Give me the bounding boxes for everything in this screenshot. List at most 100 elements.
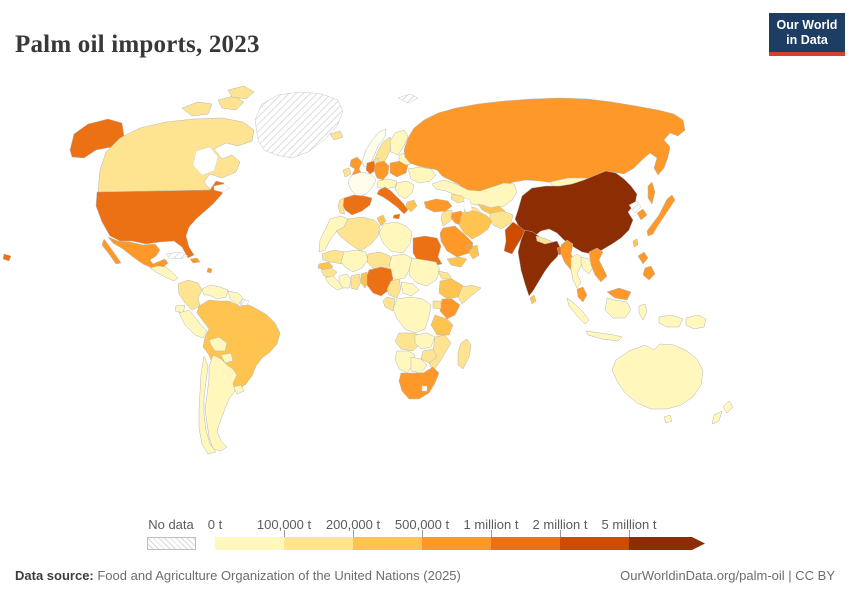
country-malaysia-peninsula[interactable]	[576, 286, 588, 303]
country-uganda[interactable]	[432, 300, 442, 310]
country-philippines-mindanao[interactable]	[642, 265, 656, 281]
country-vietnam[interactable]	[588, 247, 608, 283]
country-ukraine[interactable]	[407, 166, 437, 184]
country-new-zealand-north[interactable]	[722, 400, 734, 414]
legend-no-data-swatch[interactable]	[147, 537, 196, 550]
country-morocco[interactable]	[318, 215, 349, 253]
country-united-states[interactable]	[95, 180, 225, 259]
country-netherlands-belgium[interactable]	[365, 160, 377, 175]
country-thailand[interactable]	[570, 253, 584, 289]
country-portugal[interactable]	[337, 197, 346, 215]
country-iceland[interactable]	[329, 130, 344, 141]
country-canadian-arctic-1[interactable]	[181, 101, 213, 117]
country-spain[interactable]	[341, 194, 373, 216]
country-svalbard[interactable]	[397, 93, 419, 104]
country-egypt[interactable]	[412, 235, 443, 267]
country-australia[interactable]	[611, 343, 704, 410]
country-kenya[interactable]	[439, 298, 461, 320]
country-indonesia-sulawesi[interactable]	[638, 303, 648, 321]
country-germany[interactable]	[373, 160, 390, 181]
country-malaysia-borneo[interactable]	[606, 287, 632, 301]
country-cuba[interactable]	[165, 251, 189, 260]
country-nepal[interactable]	[535, 235, 554, 245]
country-australia-tasmania[interactable]	[663, 414, 673, 424]
country-russia[interactable]	[403, 97, 686, 193]
country-central-america[interactable]	[149, 265, 179, 282]
country-chad[interactable]	[388, 253, 413, 281]
country-france[interactable]	[347, 171, 377, 198]
country-north-korea[interactable]	[628, 200, 642, 214]
country-congo-gabon[interactable]	[382, 296, 396, 312]
country-south-africa[interactable]	[398, 366, 440, 400]
license-link[interactable]: OurWorldinData.org/palm-oil | CC BY	[620, 568, 835, 583]
country-tanzania[interactable]	[430, 314, 454, 336]
country-zambia[interactable]	[414, 332, 436, 350]
country-niger[interactable]	[366, 251, 393, 271]
country-nigeria[interactable]	[366, 266, 394, 297]
country-indonesia-kalimantan[interactable]	[604, 297, 632, 319]
country-angola[interactable]	[394, 332, 422, 352]
country-algeria[interactable]	[335, 216, 381, 252]
country-italy-sicily[interactable]	[392, 213, 401, 220]
country-lesser-antilles[interactable]	[206, 267, 213, 274]
legend-bin-4[interactable]	[491, 537, 560, 550]
country-philippines-luzon[interactable]	[637, 251, 649, 265]
country-canadian-arctic-2[interactable]	[217, 95, 245, 111]
country-eritrea[interactable]	[437, 270, 453, 280]
country-somalia[interactable]	[457, 284, 482, 305]
country-yemen[interactable]	[446, 256, 468, 268]
country-sudan[interactable]	[408, 257, 441, 287]
country-finland[interactable]	[389, 129, 409, 156]
country-balkans[interactable]	[394, 180, 415, 200]
country-central-african-republic[interactable]	[400, 281, 420, 297]
country-guyanas[interactable]	[227, 290, 244, 306]
country-colombia[interactable]	[177, 279, 203, 311]
legend-bin-6[interactable]	[629, 537, 705, 550]
legend-bin-1[interactable]	[284, 537, 353, 550]
country-turkey[interactable]	[423, 198, 453, 213]
country-china[interactable]	[514, 170, 638, 255]
legend-bin-3[interactable]	[422, 537, 491, 550]
country-tunisia[interactable]	[376, 214, 387, 227]
country-sri-lanka[interactable]	[529, 294, 537, 305]
country-drc[interactable]	[392, 296, 432, 334]
country-ghana[interactable]	[350, 273, 362, 291]
country-mali[interactable]	[340, 249, 369, 273]
country-libya[interactable]	[378, 221, 413, 254]
country-zimbabwe[interactable]	[420, 348, 438, 364]
country-mexico-baja[interactable]	[101, 238, 122, 265]
country-uae[interactable]	[466, 244, 474, 250]
country-argentina[interactable]	[204, 354, 238, 452]
country-russia-sakhalin[interactable]	[647, 181, 656, 205]
country-canadian-arctic-3[interactable]	[227, 85, 255, 100]
country-papua-new-guinea[interactable]	[685, 314, 707, 330]
legend-bin-5[interactable]	[560, 537, 629, 550]
country-levant[interactable]	[440, 209, 456, 227]
country-italy[interactable]	[376, 186, 409, 215]
country-taiwan[interactable]	[632, 238, 639, 248]
country-mexico[interactable]	[107, 236, 169, 269]
country-saudi-arabia[interactable]	[439, 225, 474, 258]
country-ireland[interactable]	[342, 167, 352, 178]
country-paraguay[interactable]	[220, 352, 234, 364]
country-hispaniola[interactable]	[189, 257, 201, 264]
country-south-korea[interactable]	[636, 208, 648, 221]
country-namibia[interactable]	[394, 350, 416, 374]
country-indonesia-java[interactable]	[585, 330, 623, 342]
country-chile[interactable]	[198, 355, 217, 455]
legend-bin-0[interactable]	[215, 537, 284, 550]
country-guinea[interactable]	[320, 267, 338, 279]
country-indonesia-sumatra[interactable]	[566, 297, 590, 325]
owid-logo[interactable]: Our World in Data	[769, 13, 845, 56]
country-peru[interactable]	[178, 309, 208, 339]
country-caucasus[interactable]	[450, 193, 467, 204]
country-united-states-hawaii[interactable]	[2, 253, 12, 262]
country-central-europe[interactable]	[376, 178, 398, 190]
country-indonesia-west-papua[interactable]	[658, 314, 684, 328]
country-botswana[interactable]	[410, 356, 428, 374]
legend-bin-2[interactable]	[353, 537, 422, 550]
country-uruguay[interactable]	[232, 384, 245, 395]
country-madagascar[interactable]	[457, 338, 472, 370]
country-greenland[interactable]	[254, 91, 344, 159]
country-bolivia[interactable]	[208, 336, 228, 352]
